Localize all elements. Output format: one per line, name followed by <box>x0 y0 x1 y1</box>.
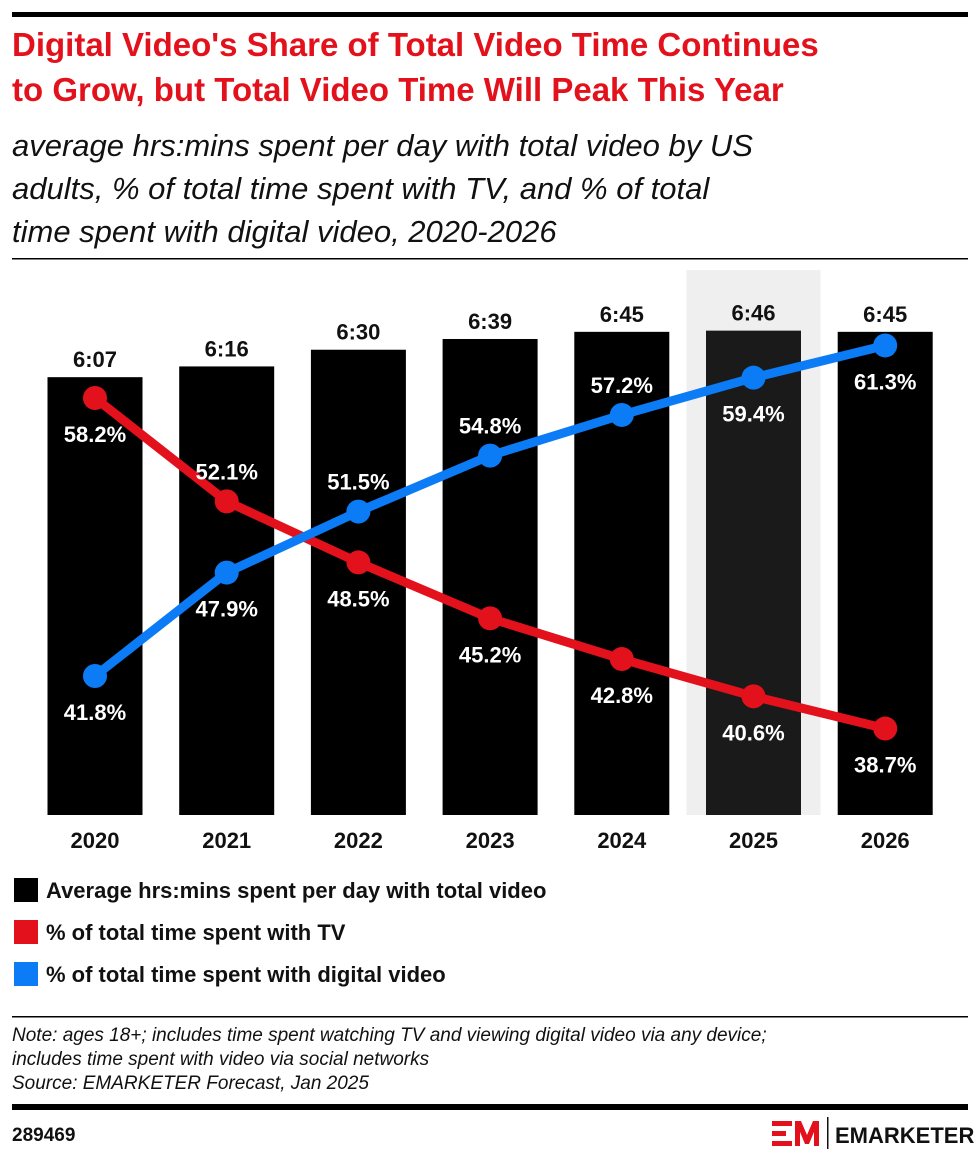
data-point <box>478 606 503 631</box>
data-label: 59.4% <box>722 402 784 427</box>
data-label: 40.6% <box>722 720 784 745</box>
chart-id: 289469 <box>12 1125 75 1146</box>
legend-label-digital: % of total time spent with digital video <box>46 962 446 987</box>
title-line-2: to Grow, but Total Video Time Will Peak … <box>12 71 784 108</box>
data-label: 51.5% <box>327 470 389 495</box>
bar-2022 <box>310 349 406 815</box>
data-label: 57.2% <box>591 373 653 398</box>
data-point <box>609 647 634 672</box>
bar-value-label: 6:07 <box>73 347 117 372</box>
data-point <box>83 663 107 688</box>
data-point <box>873 333 898 358</box>
bar-value-label: 6:45 <box>863 302 907 327</box>
legend-swatch-tv <box>14 920 38 944</box>
note-line-2: includes time spent with video via socia… <box>12 1049 430 1070</box>
bar-2026 <box>837 331 933 815</box>
emarketer-logo: EMARKETER <box>772 1117 974 1149</box>
x-tick-label: 2022 <box>334 828 383 853</box>
note-line-1: Note: ages 18+; includes time spent watc… <box>12 1025 767 1046</box>
data-point <box>873 716 898 741</box>
legend-label-bars: Average hrs:mins spent per day with tota… <box>46 878 546 903</box>
x-tick-label: 2024 <box>597 828 647 853</box>
bar-2021 <box>179 366 275 815</box>
data-label: 38.7% <box>854 753 916 778</box>
data-point <box>83 386 107 410</box>
subtitle-line-1: average hrs:mins spent per day with tota… <box>12 128 753 163</box>
data-point <box>346 499 371 524</box>
data-label: 54.8% <box>459 414 521 439</box>
data-label: 42.8% <box>591 683 653 708</box>
data-label: 58.2% <box>64 422 126 447</box>
data-point <box>214 489 239 514</box>
data-label: 48.5% <box>327 586 389 611</box>
brand-name: EMARKETER <box>835 1123 974 1148</box>
x-tick-label: 2026 <box>861 828 910 853</box>
data-label: 45.2% <box>459 642 521 667</box>
legend-swatch-bars <box>14 878 38 902</box>
x-tick-label: 2025 <box>729 828 778 853</box>
data-label: 52.1% <box>196 459 258 484</box>
data-label: 61.3% <box>854 369 916 394</box>
bar-value-label: 6:45 <box>600 302 644 327</box>
bar-value-label: 6:16 <box>205 336 249 361</box>
bar-2023 <box>442 338 538 815</box>
x-tick-label: 2021 <box>202 828 251 853</box>
legend-label-tv: % of total time spent with TV <box>46 920 346 945</box>
notes-divider <box>12 1016 968 1018</box>
bar-2020 <box>47 377 143 815</box>
legend-swatch-digital <box>14 962 38 986</box>
subtitle-line-2: adults, % of total time spent with TV, a… <box>12 171 710 206</box>
data-point <box>346 550 371 575</box>
bar-value-label: 6:39 <box>468 309 512 334</box>
data-point <box>609 402 634 427</box>
source-line: Source: EMARKETER Forecast, Jan 2025 <box>12 1073 369 1094</box>
bottom-rule <box>12 1104 968 1110</box>
bar-2025 <box>706 330 801 815</box>
data-point <box>214 560 239 585</box>
data-label: 41.8% <box>64 700 126 725</box>
top-rule <box>12 12 968 17</box>
data-point <box>741 365 766 390</box>
bar-value-label: 6:46 <box>731 301 775 326</box>
x-tick-label: 2020 <box>71 828 120 853</box>
legend: Average hrs:mins spent per day with tota… <box>14 878 546 987</box>
data-point <box>741 684 766 709</box>
title-line-1: Digital Video's Share of Total Video Tim… <box>12 26 819 63</box>
data-point <box>478 443 503 468</box>
header-divider <box>12 258 968 260</box>
x-tick-label: 2023 <box>466 828 515 853</box>
bar-value-label: 6:30 <box>336 320 380 345</box>
subtitle-line-3: time spent with digital video, 2020-2026 <box>12 214 557 249</box>
data-label: 47.9% <box>196 597 258 622</box>
